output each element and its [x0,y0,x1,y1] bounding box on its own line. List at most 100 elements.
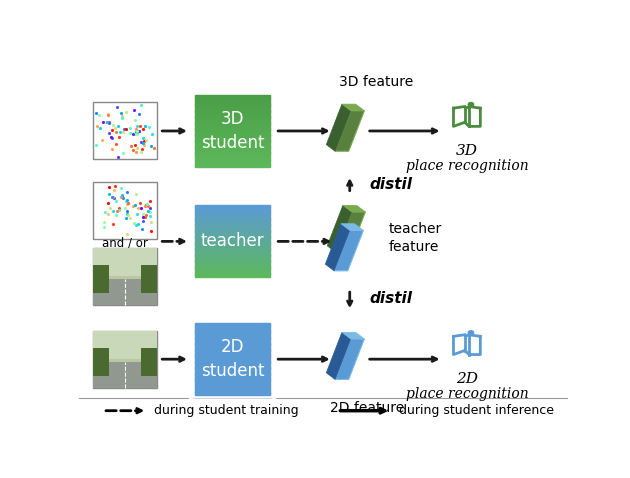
Bar [93,348,109,376]
Bar [93,279,157,305]
Bar [195,383,270,384]
Bar [195,130,270,132]
Bar [195,352,270,353]
Bar [195,381,270,383]
Bar [195,116,270,118]
Polygon shape [343,206,365,212]
Bar [195,324,270,326]
Bar [195,350,270,352]
Bar [195,265,270,267]
Bar [141,265,157,293]
Bar [195,346,270,347]
Bar [195,326,270,327]
Bar [93,182,157,239]
Bar [195,261,270,263]
Polygon shape [342,104,364,111]
Bar [195,156,270,157]
Text: and / or: and / or [102,237,148,250]
Bar [195,141,270,143]
Bar [195,139,270,141]
Bar [195,104,270,106]
Bar [195,250,270,251]
Bar [195,347,270,348]
Polygon shape [326,332,351,380]
Bar [195,369,270,371]
Bar [195,118,270,119]
Bar [195,216,270,217]
Bar [195,345,270,346]
Bar [195,373,270,375]
Bar [195,132,270,133]
Bar [195,120,270,121]
Polygon shape [342,332,364,339]
Bar [195,260,270,262]
Bar [195,338,270,340]
Text: teacher: teacher [201,232,265,250]
Bar [195,107,270,108]
Bar [195,267,270,269]
Bar [195,364,270,365]
Bar [195,106,270,107]
Bar [195,349,270,351]
Bar [195,354,270,356]
Bar [195,371,270,372]
Circle shape [468,331,474,335]
Bar [195,110,270,112]
Bar [195,218,270,220]
Bar [195,221,270,222]
Bar [195,262,270,264]
Bar [195,123,270,125]
Bar [195,359,270,360]
Bar [195,207,270,209]
Bar [195,336,270,337]
Bar [195,266,270,268]
Bar [195,154,270,156]
Bar [195,231,270,233]
Bar [195,163,270,164]
Bar [195,358,270,359]
Bar [195,257,270,258]
Bar [195,140,270,142]
Bar [93,102,157,160]
Text: distil: distil [369,177,412,192]
Polygon shape [335,339,364,380]
Bar [195,242,270,244]
Bar [195,95,270,96]
Bar [195,165,270,167]
Bar [195,366,270,368]
Bar [195,135,270,137]
Bar [195,254,270,256]
Bar [195,389,270,390]
Bar [195,121,270,122]
Bar [195,119,270,120]
Bar [195,272,270,274]
Bar [195,367,270,369]
Bar [195,230,270,232]
Bar [195,125,270,126]
Bar [93,362,157,388]
Bar [195,388,270,389]
Bar [195,102,270,103]
Bar [195,130,270,131]
Bar [195,343,270,345]
Bar [195,378,270,380]
Bar [93,248,157,305]
Bar [195,247,270,249]
Bar [195,258,270,260]
Bar [195,357,270,358]
Bar [195,228,270,229]
Bar [195,212,270,214]
Bar [195,323,270,325]
Bar [195,240,270,241]
Bar [195,342,270,344]
Bar [195,142,270,144]
Bar [195,227,270,228]
Bar [195,330,270,332]
Bar [195,380,270,382]
Bar [195,137,270,138]
Polygon shape [325,224,350,271]
Polygon shape [334,230,364,271]
Bar [195,96,270,98]
Bar [195,114,270,115]
Bar [195,269,270,270]
